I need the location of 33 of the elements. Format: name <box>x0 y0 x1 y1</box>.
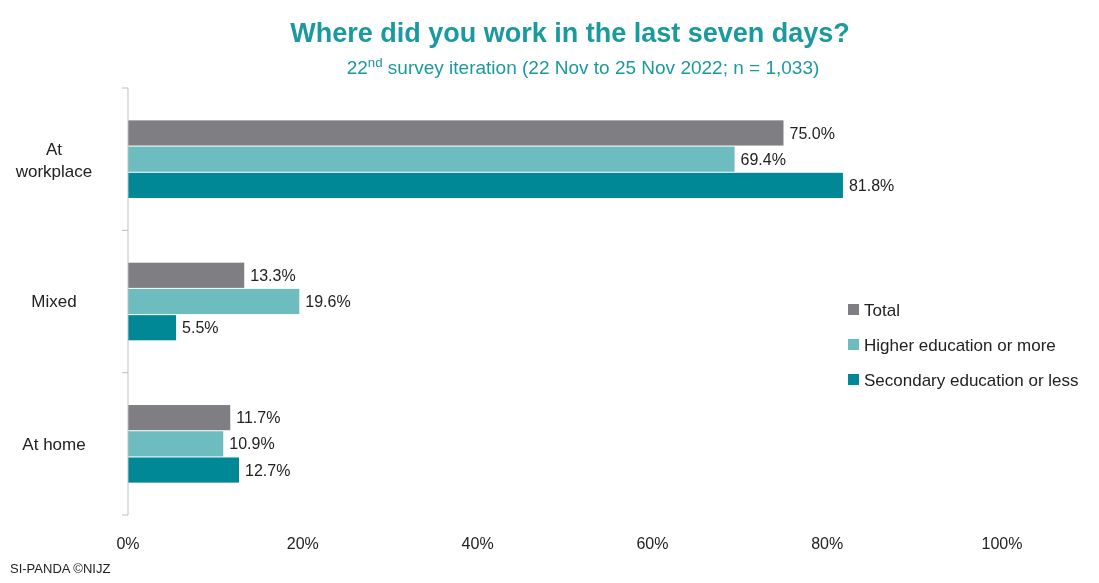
bar <box>128 315 177 341</box>
data-label: 5.5% <box>182 319 219 337</box>
legend-label: Secondary education or less <box>864 370 1079 390</box>
data-label: 13.3% <box>250 266 296 284</box>
data-label: 19.6% <box>305 293 351 311</box>
x-tick-label: 20% <box>286 535 319 552</box>
data-label: 10.9% <box>229 435 275 453</box>
chart-title: Where did you work in the last seven days? <box>290 18 850 48</box>
x-tick-label: 80% <box>811 535 844 552</box>
data-label: 11.7% <box>236 409 281 427</box>
data-label: 81.8% <box>848 176 895 194</box>
bar <box>128 120 784 146</box>
x-tick-label: 40% <box>461 535 494 552</box>
x-tick-label: 60% <box>636 535 669 552</box>
y-tick-label: At home <box>22 434 86 454</box>
data-label: 69.4% <box>740 150 786 168</box>
x-tick-label: 0% <box>116 535 140 552</box>
bar <box>128 172 843 198</box>
bar <box>128 288 300 315</box>
text: SI-PANDA ©NIJZ <box>10 561 111 576</box>
x-tick-label: 100% <box>981 535 1023 552</box>
bar <box>128 457 239 483</box>
bar <box>128 146 735 172</box>
legend-label: Total <box>864 300 900 320</box>
chart-subtitle: 22$^{nd}$ survey iteration (22 Nov to 25 Nov 2022; n = 1,033) <box>346 54 820 78</box>
y-tick-label: Mixed <box>31 292 77 312</box>
bar <box>128 431 224 457</box>
y-tick-label: At workplace <box>14 140 93 182</box>
bar <box>128 262 245 288</box>
data-label: 75.0% <box>789 124 835 142</box>
legend-label: Higher education or more <box>864 335 1056 355</box>
data-label: 12.7% <box>245 461 291 479</box>
bar <box>128 405 231 431</box>
